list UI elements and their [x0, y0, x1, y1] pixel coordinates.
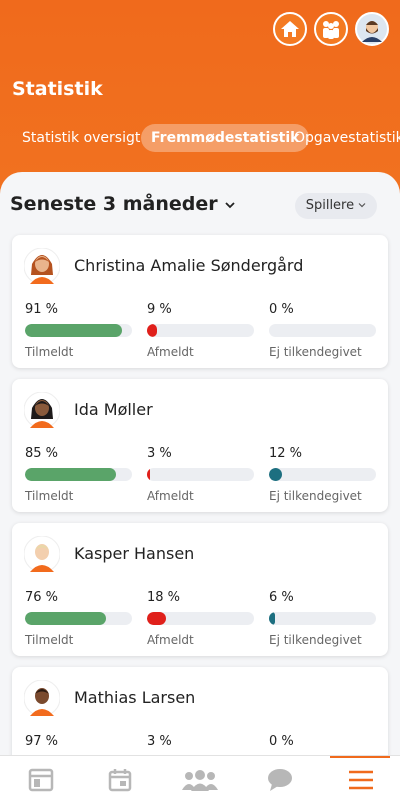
stat-label: Afmeldt [147, 345, 194, 359]
player-name: Christina Amalie Søndergård [74, 256, 304, 275]
tab[interactable]: Opgavestatistik [294, 130, 400, 146]
player-avatar [24, 536, 60, 572]
progress-bar [147, 612, 167, 625]
stat-value: 0 % [269, 734, 294, 749]
tab[interactable]: Fremmødestatistik [141, 124, 310, 152]
stat-value: 6 % [269, 590, 294, 605]
active-indicator [330, 756, 390, 758]
stat-label: Tilmeldt [25, 633, 74, 647]
stat-label: Ej tilkendegivet [269, 489, 362, 503]
progress-bar [25, 324, 123, 337]
player-card: Kasper Hansen 76 % Tilmeldt 18 % Afmeldt 6 % E… [12, 523, 388, 656]
stat-label: Tilmeldt [25, 345, 74, 359]
player-avatar [24, 392, 60, 428]
period-label: Seneste 3 måneder [10, 193, 218, 215]
profile-avatar [357, 14, 387, 44]
progress-track [269, 612, 376, 625]
stat-value: 91 % [25, 302, 59, 317]
player-card: Ida Møller 85 % Tilmeldt 3 % Afmeldt 12 % Ej t… [12, 379, 388, 512]
nav-calendar[interactable] [108, 768, 132, 792]
home-button[interactable] [273, 12, 307, 46]
progress-track [25, 324, 132, 337]
period-dropdown[interactable]: Seneste 3 måneder [10, 193, 236, 215]
stat-label: Tilmeldt [25, 489, 74, 503]
stat-value: 18 % [147, 590, 181, 605]
player-avatar [24, 680, 60, 716]
progress-bar [269, 612, 276, 625]
page-title: Statistik [12, 78, 103, 100]
home-icon [281, 21, 299, 37]
nav-menu[interactable] [348, 768, 374, 792]
stat-value: 3 % [147, 734, 172, 749]
progress-track [25, 612, 132, 625]
stat-label: Ej tilkendegivet [269, 633, 362, 647]
stat-value: 76 % [25, 590, 59, 605]
player-name: Ida Møller [74, 400, 153, 419]
player-avatar [24, 248, 60, 284]
stat-value: 85 % [25, 446, 59, 461]
group-dropdown[interactable]: Spillere [295, 193, 377, 219]
stat-value: 0 % [269, 302, 294, 317]
team-icon [323, 21, 339, 39]
profile-button[interactable] [355, 12, 389, 46]
progress-track [147, 612, 254, 625]
team-button[interactable] [314, 12, 348, 46]
progress-bar [147, 324, 157, 337]
nav-team[interactable] [180, 768, 220, 792]
progress-track [147, 324, 254, 337]
progress-bar [25, 612, 107, 625]
player-name: Mathias Larsen [74, 688, 196, 707]
player-name: Kasper Hansen [74, 544, 195, 563]
stat-label: Afmeldt [147, 633, 194, 647]
progress-track [269, 468, 376, 481]
nav-chat[interactable] [267, 768, 293, 792]
stat-value: 9 % [147, 302, 172, 317]
progress-track [147, 468, 254, 481]
chevron [225, 202, 235, 209]
stat-value: 12 % [269, 446, 303, 461]
chevron [358, 203, 366, 208]
stat-value: 3 % [147, 446, 172, 461]
progress-bar [269, 468, 282, 481]
tab[interactable]: Statistik oversigt [22, 130, 141, 146]
bottom-nav [0, 755, 400, 803]
group-label: Spillere [305, 198, 355, 213]
progress-track [25, 468, 132, 481]
stat-label: Ej tilkendegivet [269, 345, 362, 359]
stat-value: 97 % [25, 734, 59, 749]
progress-bar [147, 468, 151, 481]
progress-bar [25, 468, 116, 481]
nav-overview[interactable] [28, 768, 54, 792]
progress-track [269, 324, 376, 337]
player-card: Christina Amalie Søndergård 91 % Tilmeldt 9… [12, 235, 388, 368]
stat-label: Afmeldt [147, 489, 194, 503]
